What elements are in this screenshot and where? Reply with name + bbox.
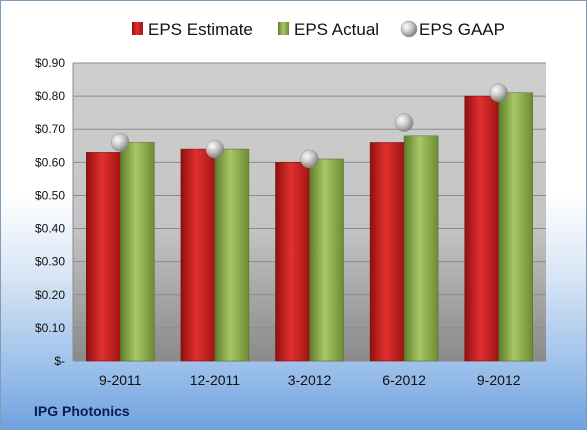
bar-eps-actual bbox=[120, 142, 155, 362]
legend-swatch bbox=[400, 20, 418, 38]
y-tick-label: $0.90 bbox=[35, 56, 65, 70]
y-tick-label: $- bbox=[54, 354, 65, 368]
marker-eps-gaap bbox=[111, 133, 130, 152]
y-tick-label: $0.70 bbox=[35, 122, 65, 136]
legend-swatch bbox=[278, 22, 289, 35]
marker-eps-gaap bbox=[205, 139, 225, 159]
bar-eps-estimate bbox=[464, 95, 499, 362]
y-tick-label: $0.20 bbox=[35, 288, 65, 302]
chart-legend: EPS Estimate EPS Actual EPS GAAP bbox=[132, 20, 505, 39]
bar-eps-estimate bbox=[86, 152, 121, 362]
x-tick-label: 9-2011 bbox=[99, 372, 142, 388]
y-axis-ticks: $0.90 $0.80 $0.70 $0.60 $0.50 $0.40 $0.30 $0.20… bbox=[35, 56, 65, 368]
legend-label: EPS Estimate bbox=[148, 20, 253, 39]
x-tick-label: 6-2012 bbox=[382, 372, 426, 388]
bar-eps-estimate bbox=[180, 148, 216, 362]
y-tick-label: $0.80 bbox=[35, 89, 65, 103]
bar-eps-actual bbox=[403, 135, 439, 362]
x-tick-label: 12-2011 bbox=[190, 372, 241, 388]
y-tick-label: $0.10 bbox=[35, 321, 65, 335]
x-axis-ticks: 9-2011 12-2011 3-2012 6-2012 9-2012 bbox=[99, 372, 521, 388]
y-tick-label: $0.60 bbox=[35, 155, 65, 169]
x-tick-label: 9-2012 bbox=[477, 372, 521, 388]
company-name: IPG Photonics bbox=[34, 403, 130, 419]
legend-swatch bbox=[132, 22, 143, 35]
bar-eps-estimate bbox=[275, 162, 310, 362]
marker-eps-gaap bbox=[300, 149, 319, 169]
bar-eps-actual bbox=[498, 92, 533, 362]
y-tick-label: $0.50 bbox=[35, 188, 65, 202]
y-tick-label: $0.40 bbox=[35, 222, 65, 236]
marker-eps-gaap bbox=[489, 83, 508, 103]
y-tick-label: $0.30 bbox=[35, 255, 65, 269]
bar-eps-actual bbox=[309, 158, 344, 362]
gaap-markers bbox=[111, 83, 508, 169]
bar-eps-estimate bbox=[369, 142, 405, 362]
bars bbox=[86, 92, 533, 362]
marker-eps-gaap bbox=[394, 113, 414, 132]
legend-label: EPS Actual bbox=[294, 20, 379, 39]
x-tick-label: 3-2012 bbox=[288, 372, 332, 388]
legend-label: EPS GAAP bbox=[419, 20, 505, 39]
bar-eps-actual bbox=[214, 148, 250, 362]
